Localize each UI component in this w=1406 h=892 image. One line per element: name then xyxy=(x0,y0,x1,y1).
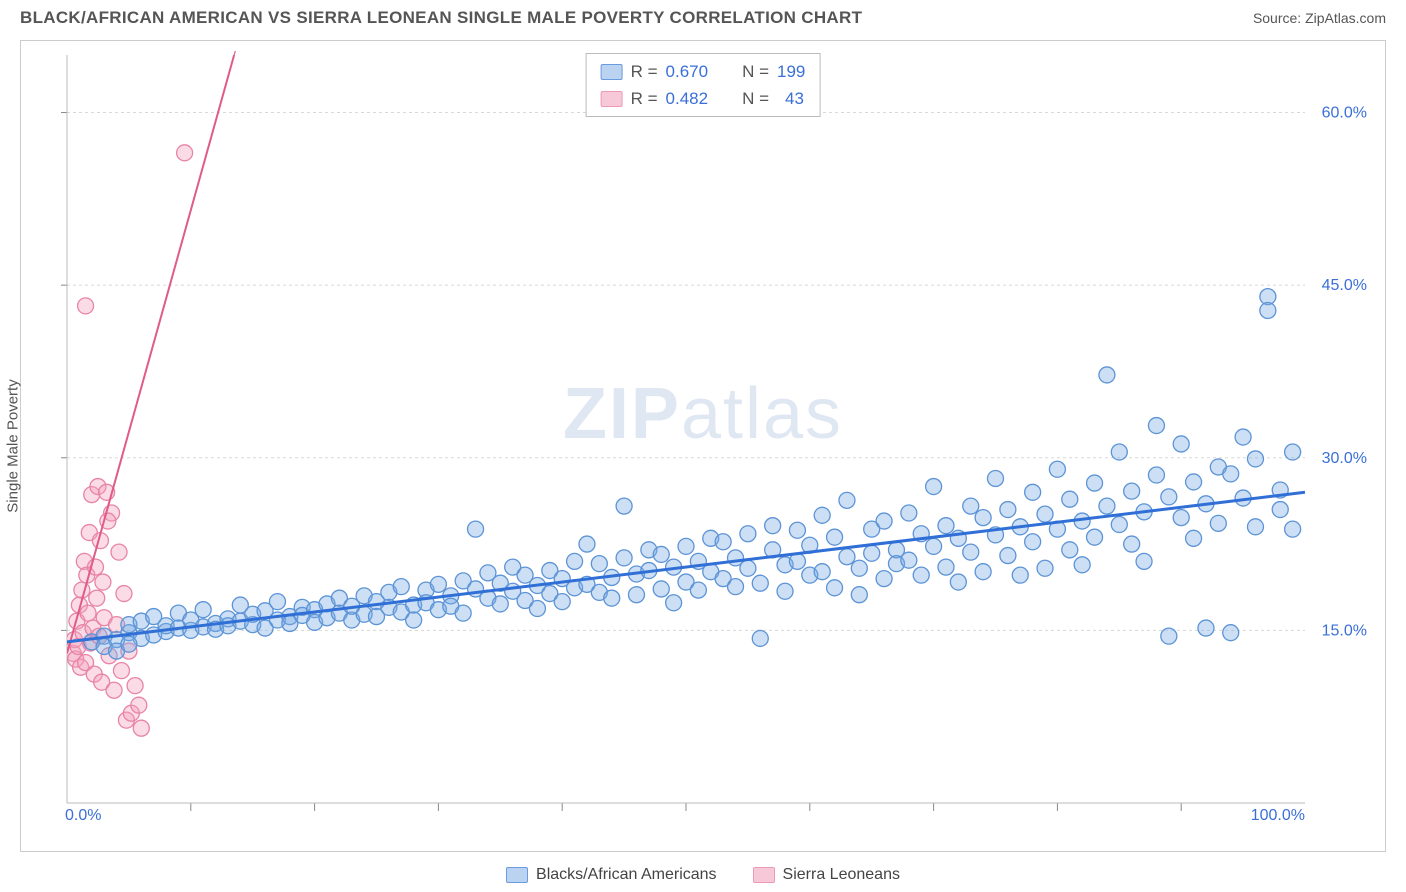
correlation-stats-box: R = 0.670 N = 199 R = 0.482 N = 43 xyxy=(586,53,821,117)
legend-label-series1: Blacks/African Americans xyxy=(536,866,717,884)
svg-text:45.0%: 45.0% xyxy=(1322,277,1367,294)
legend-swatch-series1 xyxy=(506,867,528,883)
scatter-svg: 15.0% 30.0% 45.0% 60.0% 0.0% 100.0% xyxy=(61,51,1375,821)
source-label: Source: xyxy=(1253,10,1301,26)
legend-item-series2: Sierra Leoneans xyxy=(753,866,900,884)
plot-area: 15.0% 30.0% 45.0% 60.0% 0.0% 100.0% xyxy=(61,51,1375,821)
n-value-series2: 43 xyxy=(777,85,804,112)
svg-text:15.0%: 15.0% xyxy=(1322,622,1367,639)
r-value-series1: 0.670 xyxy=(666,58,709,85)
chart-title: BLACK/AFRICAN AMERICAN VS SIERRA LEONEAN… xyxy=(20,8,862,28)
n-value-series1: 199 xyxy=(777,58,805,85)
svg-text:30.0%: 30.0% xyxy=(1322,450,1367,467)
svg-text:0.0%: 0.0% xyxy=(65,807,101,821)
stats-row-series1: R = 0.670 N = 199 xyxy=(601,58,806,85)
svg-text:60.0%: 60.0% xyxy=(1322,105,1367,122)
svg-text:100.0%: 100.0% xyxy=(1251,807,1305,821)
source-link[interactable]: ZipAtlas.com xyxy=(1305,10,1386,26)
legend-label-series2: Sierra Leoneans xyxy=(783,866,900,884)
legend-item-series1: Blacks/African Americans xyxy=(506,866,717,884)
swatch-series2 xyxy=(601,91,623,107)
bottom-legend: Blacks/African Americans Sierra Leoneans xyxy=(0,866,1406,884)
r-value-series2: 0.482 xyxy=(666,85,709,112)
swatch-series1 xyxy=(601,64,623,80)
chart-container: Single Male Poverty ZIPatlas 15.0%30.0%4… xyxy=(20,40,1386,852)
y-axis-label: Single Male Poverty xyxy=(5,379,22,512)
stats-row-series2: R = 0.482 N = 43 xyxy=(601,85,806,112)
legend-swatch-series2 xyxy=(753,867,775,883)
source-attribution: Source: ZipAtlas.com xyxy=(1253,10,1386,26)
